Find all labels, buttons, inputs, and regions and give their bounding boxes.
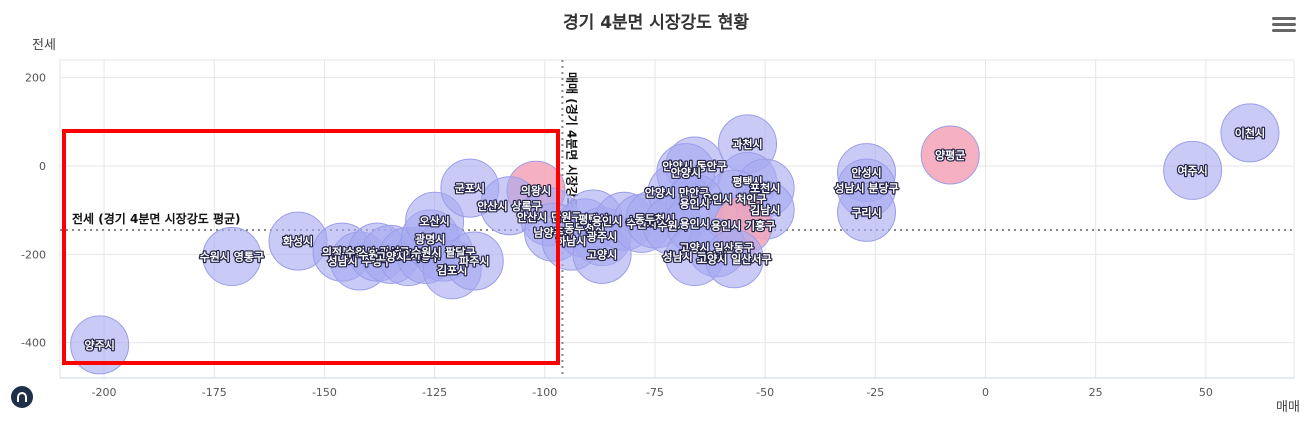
bubble-label: 용인시: [679, 197, 709, 211]
bubble: [1220, 103, 1280, 163]
bubbles: [70, 103, 1280, 375]
bubble-label: 포천시: [750, 181, 780, 195]
y-tick-label: -200: [21, 248, 46, 261]
y-axis-title: 전세: [32, 38, 56, 53]
bubble-label: 성남시 수정구: [327, 254, 392, 268]
x-tick-label: -75: [646, 386, 664, 399]
avg-y-label: 전세 (경기 4분면 시장강도 평균): [72, 211, 241, 226]
x-tick-label: -200: [92, 386, 117, 399]
bubble-label: 오산시: [419, 214, 449, 228]
bubble-label: 용인시 처인구: [702, 192, 767, 206]
bubble-label: 파주시: [459, 254, 489, 268]
x-tick-label: 0: [982, 386, 989, 399]
brand-logo-icon: [11, 386, 33, 408]
bubble-label: 수원시 권선구: [345, 245, 410, 259]
tick-labels: -200 -175 -150 -125 -100 -75 -50 -25 0 25 50 200 0 -2…: [21, 72, 1213, 399]
bubble-label: 하남시: [556, 234, 586, 248]
bubble-label: 의정부시: [322, 245, 362, 259]
bubble-label: 성남시 분당구: [834, 181, 899, 195]
bubble-label: 군포시: [455, 182, 485, 195]
bubble-label: 양평군: [935, 148, 965, 162]
bubble-label: 의왕시: [521, 183, 551, 197]
bubble-label: 안양시: [671, 166, 701, 180]
x-tick-label: -125: [422, 386, 447, 399]
bubble: [704, 229, 764, 289]
bubble-label: 용인시: [679, 216, 709, 230]
bubble-label: 안산시 상록구: [477, 199, 542, 213]
bubble-label: 고양시: [587, 247, 617, 261]
bubble: [70, 315, 130, 375]
x-axis-title: 매매: [1276, 400, 1300, 415]
bubble-label: 고양시 일산동구: [679, 241, 754, 255]
highlight-box: [62, 129, 560, 365]
bubble-label: 화성시: [283, 234, 313, 248]
bubble: [202, 227, 262, 287]
bubble-label: 과천시: [732, 137, 762, 151]
bubble: [920, 125, 980, 185]
x-tick-label: -25: [866, 386, 884, 399]
bubble-label: 구리시: [851, 205, 881, 219]
bubble-label: 수원시 장안구: [358, 247, 423, 261]
bubble-label: 양주시: [84, 338, 114, 352]
bubble-label: 여주시: [1177, 163, 1207, 177]
bubble-label: 동두천시: [635, 212, 675, 226]
bubble-label: 수원시 영통구: [200, 250, 265, 264]
y-tick-label: -400: [21, 337, 46, 350]
bubble: [1163, 140, 1223, 200]
bubble-label: 김남시: [750, 204, 780, 217]
x-tick-label: 50: [1199, 386, 1213, 399]
bubble-label: 광명시: [415, 232, 445, 246]
bubble-label: 성남시 고양시: [662, 250, 727, 264]
bubble-label: 평택시: [578, 212, 608, 226]
bubble-label: 수원시: [627, 216, 657, 230]
chart-menu-button[interactable]: [1272, 14, 1296, 36]
bubble-label: 광주시: [587, 231, 617, 244]
bubble-label: 용인시 수지구: [592, 214, 657, 228]
bubble: [444, 231, 504, 291]
bubble-label: 안산시 단원구: [517, 210, 582, 224]
bubble-label: 수원시: [657, 219, 687, 233]
bubble: [837, 182, 897, 242]
x-tick-label: -175: [202, 386, 227, 399]
bubble-label: 용인시 기흥구: [711, 219, 776, 233]
bubble-label: 이천시: [1235, 126, 1265, 140]
bubble-label: 안성시: [851, 166, 881, 180]
x-tick-label: -150: [312, 386, 337, 399]
bubble-label: 안양시 만안구: [645, 186, 710, 200]
y-tick-label: 0: [39, 160, 46, 173]
bubble-label: 평택시: [732, 174, 762, 188]
bubble-label: 수원시 팔달구: [411, 245, 476, 259]
bubble-label: 시흥시: [411, 247, 441, 261]
x-tick-label: 25: [1089, 386, 1103, 399]
bubble-label: 고양시 일산서구: [697, 252, 772, 266]
bubble-label: 남양주시: [533, 225, 573, 239]
bubble-label: 동두천시: [564, 221, 604, 235]
chart-title: 경기 4분면 시장강도 현황: [563, 13, 749, 33]
bubble-label: 안양시 동안구: [662, 159, 727, 173]
bubble-label: 고양시 덕양구: [376, 250, 441, 264]
bubble-label: 김포시: [437, 264, 467, 277]
x-tick-label: -50: [756, 386, 774, 399]
x-tick-label: -100: [532, 386, 557, 399]
y-tick-label: 200: [25, 72, 46, 85]
